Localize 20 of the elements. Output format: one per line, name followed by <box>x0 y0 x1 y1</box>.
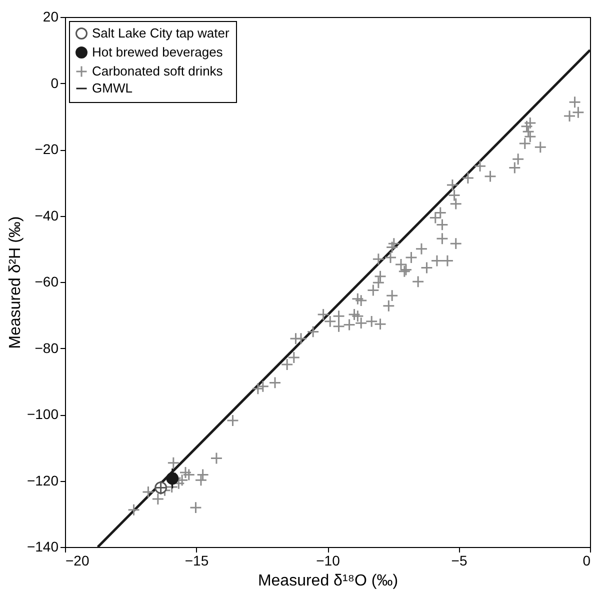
x-tick-label: −5 <box>451 552 468 568</box>
y-tick-label: 20 <box>42 8 59 24</box>
legend-label: GMWL <box>92 80 132 96</box>
y-tick-label: −60 <box>34 274 59 290</box>
x-tick-label: −10 <box>316 552 340 568</box>
y-tick-label: −40 <box>34 207 59 224</box>
y-tick-label: −140 <box>26 538 59 554</box>
legend-label: Carbonated soft drinks <box>92 64 224 78</box>
y-tick-label: −100 <box>26 406 59 422</box>
y-tick-label: −80 <box>34 340 59 356</box>
legend-label: Salt Lake City tap water <box>92 26 230 40</box>
x-tick-label: −20 <box>66 552 90 568</box>
x-tick-label: 0 <box>582 552 591 568</box>
y-tick-label: −20 <box>34 141 59 157</box>
y-tick-label: 0 <box>50 74 59 91</box>
legend-label: Hot brewed beverages <box>92 44 224 60</box>
x-tick-label: −15 <box>184 552 209 568</box>
y-tick-label: −120 <box>26 472 59 488</box>
x-axis-title: Measured δ¹⁸O (‰) <box>258 572 398 590</box>
y-axis-title: Measured δ²H (‰) <box>6 216 24 349</box>
